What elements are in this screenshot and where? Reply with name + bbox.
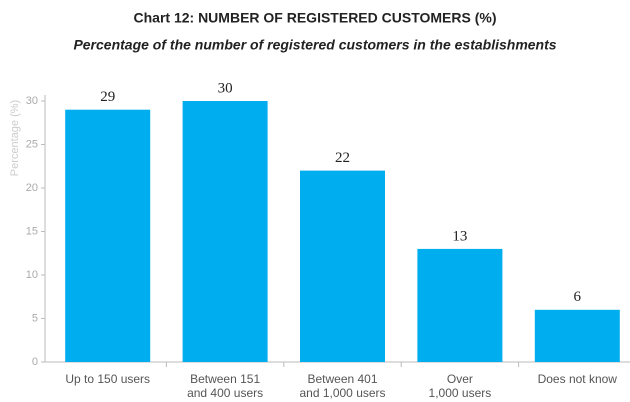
x-tick-label: Between 401 and 1,000 users: [299, 372, 386, 400]
y-tick-label: 5: [32, 312, 38, 324]
bar: [417, 248, 503, 362]
value-label: 6: [574, 289, 582, 305]
bar: [182, 101, 268, 362]
bar: [300, 170, 385, 362]
bar: [534, 309, 620, 362]
y-tick-label: 30: [26, 95, 38, 107]
bar: [65, 109, 151, 362]
x-tick-label: Up to 150 users: [65, 372, 151, 386]
value-label: 13: [452, 228, 467, 244]
chart-title: Chart 12: NUMBER OF REGISTERED CUSTOMERS…: [134, 10, 497, 26]
x-tick-label: Does not know: [537, 372, 617, 386]
chart-subtitle: Percentage of the number of registered c…: [73, 37, 556, 53]
y-axis-label: Percentage (%): [9, 100, 21, 176]
y-tick-label: 0: [32, 356, 38, 368]
y-tick-label: 20: [26, 182, 38, 194]
value-label: 29: [100, 89, 115, 105]
value-label: 30: [218, 80, 233, 96]
y-tick-label: 10: [26, 269, 38, 281]
value-label: 22: [335, 150, 350, 166]
x-tick-label: Over 1,000 users: [428, 372, 492, 400]
y-tick-label: 15: [26, 225, 38, 237]
x-tick-label: Between 151 and 400 users: [187, 372, 264, 400]
y-tick-label: 25: [26, 138, 38, 150]
